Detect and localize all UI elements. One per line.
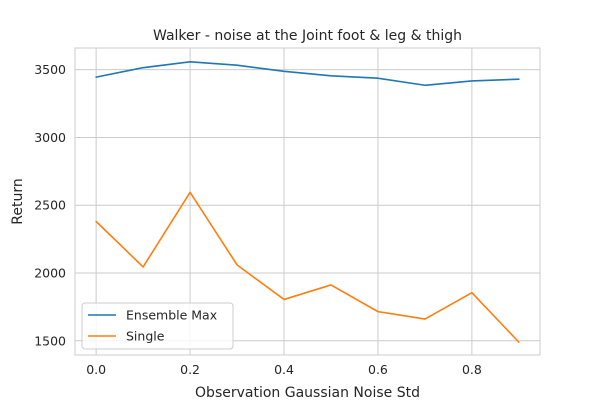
series-line-ensemble-max [95,61,520,87]
x-axis-ticks: 0.0 0.2 0.4 0.6 0.8 [86,362,482,377]
y-tick-label: 2500 [34,198,66,213]
x-tick-label: 0.0 [86,362,106,377]
series-layer [95,61,520,343]
legend-label-ensemble-max: Ensemble Max [126,308,217,323]
y-tick-label: 3500 [34,62,66,77]
y-tick-label: 3000 [34,130,66,145]
x-tick-label: 0.6 [368,362,388,377]
y-tick-label: 1500 [34,333,66,348]
series-line-single [95,191,520,343]
x-tick-label: 0.4 [274,362,294,377]
y-axis-ticks: 1500 2000 2500 3000 3500 [34,62,66,348]
x-tick-label: 0.8 [462,362,482,377]
legend-frame [81,302,234,350]
y-tick-label: 2000 [34,265,66,280]
x-axis-label: Observation Gaussian Noise Std [195,385,420,400]
legend: Ensemble Max Single [81,302,234,350]
plot-area-frame [74,47,541,356]
x-tick-label: 0.2 [180,362,200,377]
chart-title: Walker - noise at the Joint foot & leg &… [153,28,462,44]
y-axis-label: Return [10,178,26,224]
legend-label-single: Single [126,329,165,344]
